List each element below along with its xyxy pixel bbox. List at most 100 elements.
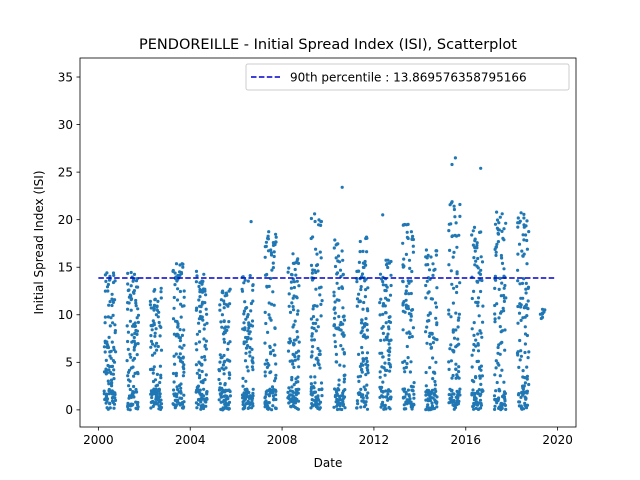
scatter-point: [361, 399, 365, 403]
scatter-point: [338, 363, 342, 367]
scatter-point: [497, 389, 501, 393]
scatter-point: [225, 303, 229, 307]
scatter-point: [389, 283, 393, 288]
scatter-point: [179, 386, 183, 390]
scatter-point: [520, 281, 525, 285]
scatter-point: [269, 276, 273, 281]
scatter-point: [108, 350, 112, 354]
scatter-point: [381, 283, 385, 287]
scatter-point: [407, 335, 412, 339]
scatter-point: [493, 404, 497, 408]
scatter-point: [319, 219, 323, 224]
scatter-point: [109, 378, 114, 382]
scatter-point: [387, 349, 391, 353]
scatter-point: [181, 356, 185, 360]
scatter-point: [194, 342, 198, 346]
scatter-point: [479, 364, 483, 368]
scatter-point: [263, 370, 267, 374]
scatter-point: [105, 340, 109, 344]
scatter-point: [471, 229, 475, 233]
scatter-point: [310, 398, 314, 402]
scatter-point: [287, 340, 291, 344]
scatter-point: [525, 306, 529, 310]
scatter-point: [454, 367, 458, 371]
scatter-point: [106, 379, 110, 383]
scatter-point: [113, 392, 117, 397]
scatter-point: [249, 309, 253, 313]
scatter-point: [263, 362, 267, 366]
scatter-point: [296, 387, 300, 391]
scatter-point: [242, 312, 246, 316]
scatter-point: [310, 404, 315, 408]
scatter-point: [448, 387, 452, 391]
scatter-point: [182, 363, 186, 367]
scatter-point: [480, 278, 484, 283]
scatter-point: [274, 376, 278, 380]
x-axis-label: Date: [314, 456, 343, 470]
scatter-point: [290, 375, 294, 380]
scatter-point: [296, 335, 300, 339]
scatter-point: [362, 265, 366, 269]
scatter-point: [268, 344, 272, 348]
scatter-point: [388, 389, 392, 393]
scatter-point: [132, 374, 136, 378]
scatter-point: [343, 388, 347, 392]
scatter-point: [342, 396, 346, 400]
scatter-point: [521, 369, 525, 373]
scatter-point: [475, 400, 479, 404]
scatter-point: [197, 360, 201, 364]
scatter-point: [358, 299, 362, 304]
scatter-point: [112, 273, 116, 277]
scatter-point: [291, 352, 295, 356]
scatter-point: [449, 359, 453, 363]
scatter-point: [159, 376, 163, 380]
scatter-point: [516, 393, 521, 397]
scatter-point: [315, 318, 319, 322]
scatter-point: [472, 348, 476, 352]
chart-title: PENDOREILLE - Initial Spread Index (ISI)…: [139, 37, 517, 53]
scatter-point: [453, 156, 457, 160]
scatter-point: [364, 277, 368, 281]
scatter-point: [293, 267, 297, 272]
scatter-point: [222, 319, 226, 323]
scatter-point: [152, 365, 156, 369]
scatter-point: [205, 390, 209, 394]
scatter-point: [149, 406, 153, 410]
scatter-point: [476, 343, 480, 347]
scatter-point: [386, 392, 390, 396]
scatter-point: [360, 345, 364, 350]
scatter-point: [178, 289, 182, 294]
scatter-point: [498, 276, 502, 280]
scatter-point: [310, 393, 314, 397]
scatter-point: [433, 267, 437, 271]
scatter-point: [387, 261, 392, 265]
scatter-point: [361, 261, 365, 265]
scatter-point: [501, 306, 505, 310]
scatter-point: [517, 400, 521, 404]
scatter-point: [126, 370, 131, 374]
scatter-point: [111, 280, 116, 285]
scatter-point: [175, 385, 179, 389]
scatter-point: [481, 320, 485, 324]
scatter-point: [424, 408, 428, 412]
scatter-point: [520, 249, 524, 253]
scatter-point: [477, 271, 481, 275]
scatter-point: [102, 389, 106, 393]
scatter-point: [387, 353, 391, 357]
scatter-point: [478, 374, 482, 378]
scatter-point: [228, 340, 232, 344]
scatter-point: [365, 351, 370, 355]
scatter-point: [434, 253, 438, 257]
scatter-point: [311, 307, 315, 311]
scatter-point: [516, 225, 520, 229]
scatter-point: [335, 407, 340, 412]
scatter-point: [129, 297, 134, 301]
scatter-point: [150, 353, 155, 357]
scatter-point: [136, 307, 140, 311]
scatter-point: [106, 315, 110, 319]
scatter-point: [205, 321, 209, 325]
scatter-point: [125, 324, 129, 328]
scatter-point: [286, 270, 290, 274]
legend-box: [245, 63, 570, 91]
scatter-point: [111, 298, 115, 302]
